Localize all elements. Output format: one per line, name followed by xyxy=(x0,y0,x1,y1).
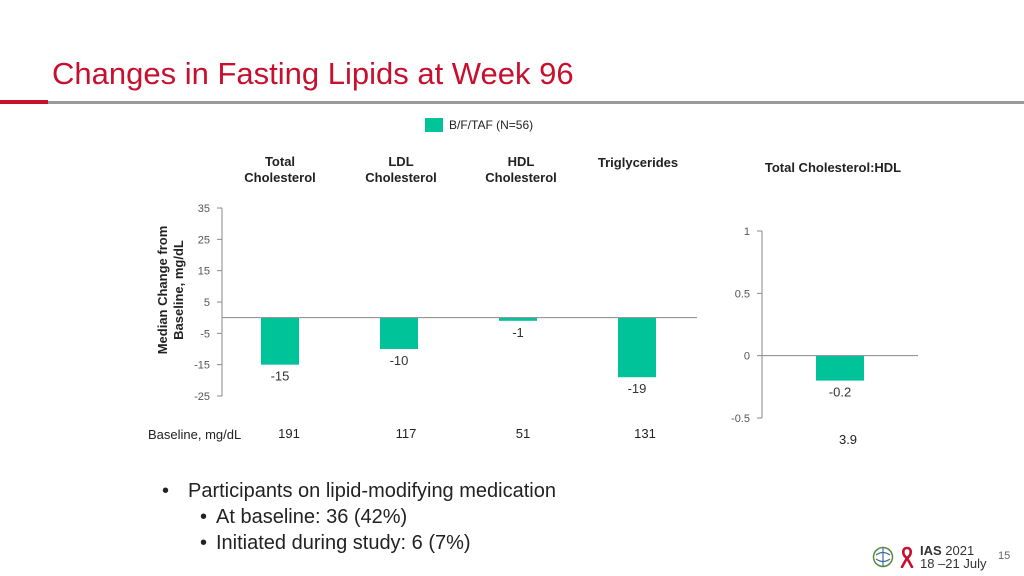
globe-icon xyxy=(872,546,894,568)
bar-value-label: -0.2 xyxy=(829,385,851,400)
ias-logo: IAS 2021 18 –21 July xyxy=(872,544,987,570)
y-tick-label: -0.5 xyxy=(731,413,750,425)
slide-title: Changes in Fasting Lipids at Week 96 xyxy=(52,56,574,91)
title-rule-accent xyxy=(0,100,48,104)
baseline-value-ldl: 117 xyxy=(395,426,417,441)
logo-year: 2021 xyxy=(945,543,975,558)
bar-value-label: -19 xyxy=(628,381,647,396)
category-label-total-cholesterol: Total Cholesterol xyxy=(244,154,316,185)
y-tick-label: 1 xyxy=(744,226,750,238)
baseline-value-triglycerides: 131 xyxy=(634,426,656,441)
title-rule xyxy=(48,101,1024,104)
bullet-sub-initiated: Initiated during study: 6 (7%) xyxy=(162,530,556,556)
bar xyxy=(261,317,299,365)
category-label-hdl: HDL Cholesterol xyxy=(485,154,557,185)
bar-value-label: -1 xyxy=(512,325,524,340)
y-tick-label: -5 xyxy=(200,328,210,340)
page-number: 15 xyxy=(998,550,1011,562)
baseline-value-total-cholesterol: 191 xyxy=(278,426,300,441)
bar xyxy=(499,317,537,321)
logo-dates: 18 –21 July xyxy=(920,556,987,571)
bullet-list: Participants on lipid-modifying medicati… xyxy=(162,478,556,556)
legend-swatch xyxy=(425,118,443,132)
y-tick-label: 25 xyxy=(198,234,210,246)
bullet-sub-baseline: At baseline: 36 (42%) xyxy=(162,504,556,530)
y-tick-label: 35 xyxy=(198,203,210,215)
bullet-main: Participants on lipid-modifying medicati… xyxy=(162,478,556,504)
y-tick-label: 5 xyxy=(204,297,210,309)
baseline-label: Baseline, mg/dL xyxy=(148,427,242,442)
bar xyxy=(618,317,656,378)
baseline-value-tc-hdl: 3.9 xyxy=(838,432,858,447)
category-label-tc-hdl-ratio: Total Cholesterol:HDL xyxy=(764,160,902,175)
y-tick-label: 0.5 xyxy=(735,288,750,300)
y-tick-label: 0 xyxy=(744,351,750,363)
bar xyxy=(816,355,864,381)
bar-value-label: -15 xyxy=(271,369,290,384)
y-tick-label: -25 xyxy=(194,391,210,403)
category-label-ldl: LDL Cholesterol xyxy=(365,154,437,185)
bar xyxy=(380,317,418,349)
legend-label: B/F/TAF (N=56) xyxy=(449,118,534,132)
red-ribbon-icon xyxy=(900,546,914,568)
y-tick-label: 15 xyxy=(198,266,210,278)
bar-value-label: -10 xyxy=(390,353,409,368)
chart-legend: B/F/TAF (N=56) xyxy=(425,118,533,132)
y-tick-label: -15 xyxy=(194,360,210,372)
baseline-value-hdl: 51 xyxy=(515,426,531,441)
category-label-triglycerides: Triglycerides xyxy=(597,155,679,170)
logo-name: IAS xyxy=(920,543,942,558)
